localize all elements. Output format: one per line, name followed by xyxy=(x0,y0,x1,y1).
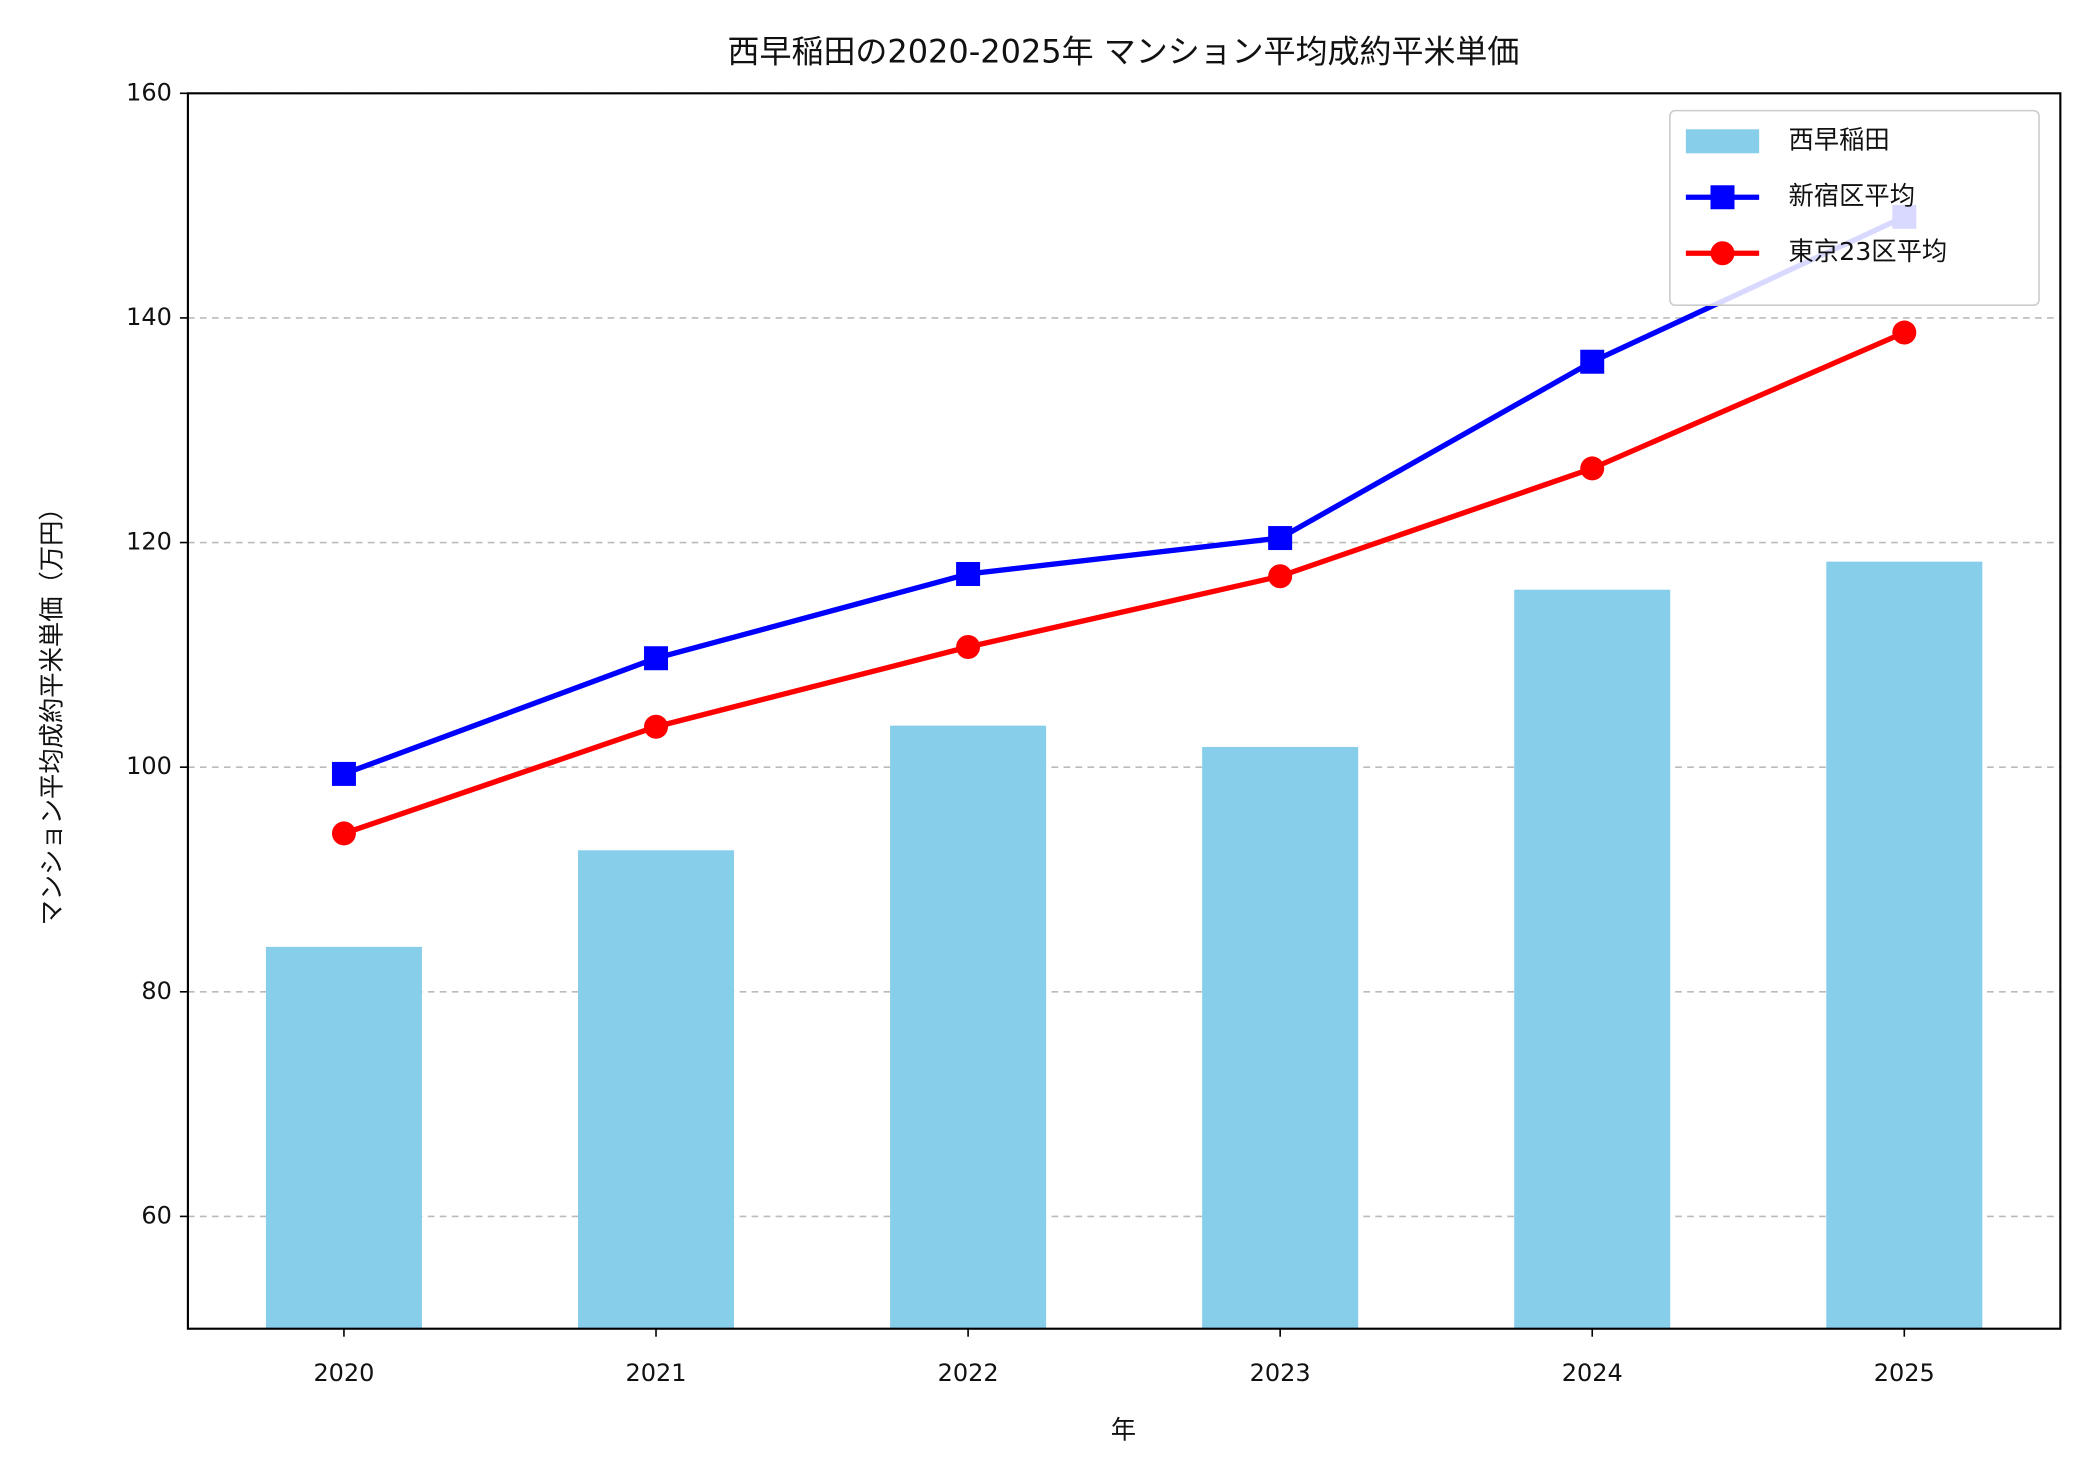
x-tick-label: 2022 xyxy=(938,1359,999,1387)
y-tick-label: 160 xyxy=(126,78,172,106)
bar xyxy=(890,725,1047,1329)
marker xyxy=(956,562,981,586)
legend-swatch xyxy=(1685,129,1760,154)
x-axis-label: 年 xyxy=(1111,1414,1136,1444)
legend-label: 西早稲田 xyxy=(1788,124,1889,154)
legend-label: 東京23区平均 xyxy=(1788,236,1947,266)
legend-box xyxy=(1669,109,2040,307)
y-tick-label: 120 xyxy=(126,528,172,556)
chart-title: 西早稲田の2020-2025年 マンション平均成約平米単価 xyxy=(728,32,1520,70)
line xyxy=(343,330,1906,836)
marker xyxy=(1892,320,1917,345)
y-tick-label: 60 xyxy=(141,1201,172,1229)
y-axis-label: マンション平均成約平米単価（万円） xyxy=(36,495,66,925)
marker xyxy=(1580,349,1605,374)
legend-label: 新宿区平均 xyxy=(1788,180,1915,210)
marker xyxy=(1268,564,1293,589)
x-tick-label: 2025 xyxy=(1874,1359,1935,1387)
plot-frame xyxy=(186,92,2062,1330)
x-tick-label: 2024 xyxy=(1562,1359,1623,1387)
line xyxy=(343,214,1906,777)
bar xyxy=(577,850,735,1329)
y-tick-label: 140 xyxy=(126,303,172,331)
y-tick-label: 80 xyxy=(141,977,172,1005)
x-tick-label: 2021 xyxy=(626,1359,687,1387)
y-tick-label: 100 xyxy=(126,752,172,780)
legend-marker xyxy=(1710,241,1735,266)
bar xyxy=(265,946,422,1329)
marker xyxy=(644,714,669,739)
bar xyxy=(1514,589,1671,1329)
legend-marker xyxy=(1710,185,1735,210)
marker xyxy=(1268,526,1293,551)
bar xyxy=(1202,746,1359,1329)
marker xyxy=(1580,456,1605,481)
marker xyxy=(644,646,669,671)
marker xyxy=(331,821,356,846)
x-tick-label: 2023 xyxy=(1250,1359,1311,1387)
bar xyxy=(1826,561,1983,1329)
marker xyxy=(331,761,356,786)
x-tick-label: 2020 xyxy=(313,1359,374,1387)
marker xyxy=(956,635,981,659)
